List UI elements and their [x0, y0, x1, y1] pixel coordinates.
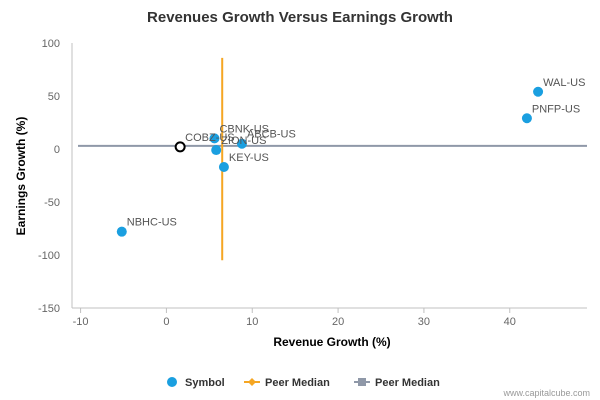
legend-diamond-icon [248, 378, 256, 386]
legend-symbol-icon [167, 377, 177, 387]
x-tick-label: -10 [73, 316, 89, 328]
data-point [116, 226, 127, 237]
x-tick-label: 40 [504, 316, 516, 328]
x-tick-label: 30 [418, 316, 430, 328]
y-tick-label: -50 [44, 197, 60, 209]
data-point-label: PNFP-US [532, 103, 580, 115]
credit-text: www.capitalcube.com [502, 388, 590, 398]
data-point [211, 145, 222, 156]
y-tick-label: 0 [54, 144, 60, 156]
y-axis-ticks: 100 50 0 -50 -100 -150 [38, 38, 60, 315]
data-point-label: WAL-US [543, 77, 585, 89]
data-point [521, 113, 532, 124]
x-axis-label: Revenue Growth (%) [273, 335, 390, 349]
data-point [236, 138, 247, 149]
y-tick-label: -150 [38, 303, 60, 315]
y-tick-label: 100 [42, 38, 60, 50]
y-tick-label: 50 [48, 91, 60, 103]
data-point-label: CBNK-US [219, 123, 269, 135]
data-point-highlight [174, 141, 186, 153]
x-axis-ticks: -10 0 10 20 30 40 [73, 308, 516, 328]
x-tick-label: 10 [246, 316, 258, 328]
data-point-label: NBHC-US [127, 217, 177, 229]
legend-label: Peer Median [375, 377, 440, 389]
y-tick-label: -100 [38, 250, 60, 262]
legend-label: Symbol [185, 377, 225, 389]
x-tick-label: 0 [163, 316, 169, 328]
legend-square-icon [358, 378, 366, 386]
data-point [209, 133, 220, 144]
legend-label: Peer Median [265, 377, 330, 389]
chart-title: Revenues Growth Versus Earnings Growth [147, 9, 453, 26]
data-point-label: COBZ-US [185, 132, 235, 144]
x-tick-label: 20 [332, 316, 344, 328]
data-point [533, 86, 544, 97]
legend: Symbol Peer Median Peer Median [167, 377, 440, 389]
data-point-label: ZION-US [221, 135, 266, 147]
y-axis-label: Earnings Growth (%) [14, 117, 28, 236]
data-point-label: ABCB-US [247, 129, 296, 141]
data-point [218, 162, 229, 173]
data-point-label: KEY-US [229, 152, 269, 164]
